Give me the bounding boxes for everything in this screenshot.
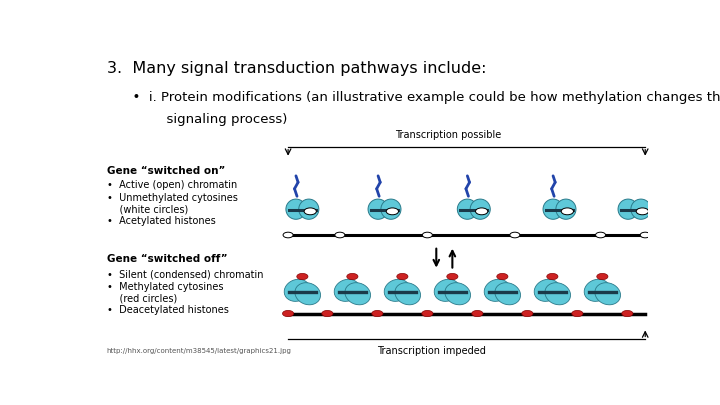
Circle shape <box>304 208 316 215</box>
Circle shape <box>497 273 508 280</box>
Ellipse shape <box>470 199 490 219</box>
Ellipse shape <box>534 279 560 301</box>
Ellipse shape <box>334 279 360 301</box>
Ellipse shape <box>295 283 320 305</box>
Text: Transcription impeded: Transcription impeded <box>377 346 486 356</box>
Circle shape <box>335 232 345 238</box>
Ellipse shape <box>618 199 638 219</box>
Ellipse shape <box>284 279 310 301</box>
Circle shape <box>475 208 487 215</box>
Ellipse shape <box>631 199 651 219</box>
Ellipse shape <box>299 199 319 219</box>
Circle shape <box>522 310 533 317</box>
Circle shape <box>282 310 294 317</box>
Ellipse shape <box>556 199 576 219</box>
Circle shape <box>283 232 293 238</box>
Ellipse shape <box>595 283 621 305</box>
Ellipse shape <box>381 199 401 219</box>
Text: •  Deacetylated histones: • Deacetylated histones <box>107 305 229 315</box>
Circle shape <box>572 310 583 317</box>
Ellipse shape <box>368 199 388 219</box>
Ellipse shape <box>434 279 460 301</box>
Ellipse shape <box>384 279 410 301</box>
Circle shape <box>297 273 308 280</box>
Circle shape <box>636 208 649 215</box>
Circle shape <box>597 273 608 280</box>
Circle shape <box>622 310 633 317</box>
Text: •  Unmethylated cytosines: • Unmethylated cytosines <box>107 193 238 202</box>
Circle shape <box>472 310 483 317</box>
Ellipse shape <box>457 199 477 219</box>
Text: •  Acetylated histones: • Acetylated histones <box>107 216 215 226</box>
Ellipse shape <box>545 283 570 305</box>
Text: Gene “switched on”: Gene “switched on” <box>107 166 225 175</box>
Ellipse shape <box>485 279 510 301</box>
Text: 3.  Many signal transduction pathways include:: 3. Many signal transduction pathways inc… <box>107 61 486 76</box>
Circle shape <box>640 232 650 238</box>
Circle shape <box>447 273 458 280</box>
Circle shape <box>510 232 520 238</box>
Circle shape <box>595 232 606 238</box>
Circle shape <box>397 273 408 280</box>
Text: •  Active (open) chromatin: • Active (open) chromatin <box>107 180 237 190</box>
Ellipse shape <box>445 283 471 305</box>
Ellipse shape <box>395 283 420 305</box>
Circle shape <box>423 232 433 238</box>
Text: (white circles): (white circles) <box>107 205 188 215</box>
Ellipse shape <box>543 199 563 219</box>
Text: (red circles): (red circles) <box>107 293 177 303</box>
Text: •  Methylated cytosines: • Methylated cytosines <box>107 281 223 292</box>
Ellipse shape <box>584 279 610 301</box>
Circle shape <box>422 310 433 317</box>
Text: Gene “switched off”: Gene “switched off” <box>107 254 228 264</box>
Circle shape <box>347 273 358 280</box>
Circle shape <box>386 208 398 215</box>
Circle shape <box>322 310 333 317</box>
Text: •  i. Protein modifications (an illustrative example could be how methylation ch: • i. Protein modifications (an illustrat… <box>107 91 720 104</box>
Text: http://hhx.org/content/m38545/latest/graphics21.jpg: http://hhx.org/content/m38545/latest/gra… <box>107 347 292 354</box>
Circle shape <box>561 208 574 215</box>
Text: signaling process): signaling process) <box>107 113 287 126</box>
Text: •  Silent (condensed) chromatin: • Silent (condensed) chromatin <box>107 269 264 279</box>
Circle shape <box>546 273 558 280</box>
Ellipse shape <box>345 283 371 305</box>
Ellipse shape <box>286 199 306 219</box>
Text: Transcription possible: Transcription possible <box>395 130 501 140</box>
Ellipse shape <box>495 283 521 305</box>
Circle shape <box>372 310 383 317</box>
